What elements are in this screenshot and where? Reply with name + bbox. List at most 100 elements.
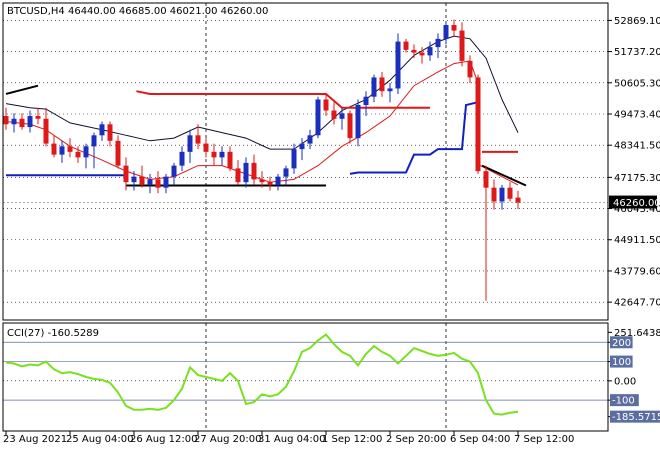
indicator-bands — [5, 35, 527, 187]
candle — [283, 165, 289, 185]
time-tick-label: 2 Sep 20:00 — [386, 434, 446, 445]
price-tick-label: 44911.50 — [614, 235, 660, 246]
time-tick-label: 31 Aug 04:00 — [258, 434, 325, 445]
candle — [203, 138, 209, 158]
candle-body — [107, 124, 113, 141]
cci-line — [5, 333, 519, 416]
current-price-tag — [609, 195, 657, 209]
candle — [403, 38, 409, 53]
candle — [475, 74, 481, 174]
candle-body — [403, 41, 409, 50]
candle-body — [43, 118, 49, 144]
candle-body — [259, 179, 265, 183]
candle-body — [27, 116, 33, 128]
time-tick-label: 26 Aug 12:00 — [130, 434, 197, 445]
candle-body — [19, 118, 25, 128]
candle — [115, 135, 121, 169]
candle — [67, 138, 73, 158]
candle — [307, 129, 313, 150]
symbol-header: BTCUSD,H4 46440.00 46685.00 46021.00 462… — [7, 6, 268, 17]
time-tick-label: 6 Sep 04:00 — [450, 434, 510, 445]
candle-body — [475, 77, 481, 172]
candle — [75, 146, 81, 163]
candle-body — [211, 151, 217, 158]
candle-body — [515, 197, 521, 203]
candle — [27, 110, 33, 133]
candle — [235, 160, 241, 185]
cci-tick-label: 100 — [612, 357, 631, 368]
candle-body — [75, 151, 81, 158]
cci-tick-label: 200 — [612, 338, 631, 349]
candle — [267, 176, 273, 191]
candle — [147, 173, 153, 194]
candle — [331, 102, 337, 125]
candle-body — [419, 52, 425, 56]
candle — [195, 124, 201, 150]
chart-frame — [2, 2, 609, 432]
candle-body — [35, 116, 41, 119]
candle — [131, 171, 137, 191]
candle — [387, 82, 393, 103]
candle — [499, 184, 505, 210]
candle — [251, 154, 257, 185]
price-tick-label: 49473.40 — [614, 109, 660, 120]
candle — [35, 107, 41, 125]
trend-line — [481, 164, 527, 187]
candle-body — [11, 118, 17, 125]
candle-body — [443, 25, 449, 39]
candle — [315, 96, 321, 139]
cci-tick-label: 0.00 — [614, 376, 636, 387]
candle — [43, 107, 49, 147]
time-tick-label: 25 Aug 04:00 — [66, 434, 133, 445]
price-tick-label: 52869.10 — [614, 16, 660, 27]
candle-body — [187, 135, 193, 152]
resistance-level-line — [136, 90, 430, 109]
candle-body — [147, 179, 153, 185]
candle — [347, 110, 353, 144]
grid-lines — [3, 3, 608, 431]
candle — [3, 107, 9, 130]
candle — [59, 140, 65, 163]
price-tick-label: 43779.60 — [614, 266, 660, 277]
candle — [427, 41, 433, 61]
time-tick-label: 23 Aug 2021 — [3, 434, 67, 445]
candle — [379, 71, 385, 97]
candle — [515, 190, 521, 210]
candle-body — [51, 143, 57, 155]
cci-tick-highlight — [610, 355, 633, 368]
candle — [51, 135, 57, 158]
candle — [187, 129, 193, 163]
candle-body — [115, 140, 121, 166]
candle-body — [235, 168, 241, 183]
candle-body — [347, 113, 353, 139]
time-tick-label: 7 Sep 12:00 — [514, 434, 574, 445]
candle — [243, 157, 249, 188]
candle — [451, 19, 457, 37]
candle — [507, 182, 513, 202]
candle — [339, 107, 345, 130]
candle-body — [387, 88, 393, 92]
candle — [227, 146, 233, 172]
candle-body — [203, 143, 209, 152]
candle-body — [219, 151, 225, 158]
candle-body — [467, 60, 473, 78]
current-price-label: 46260.00 — [613, 198, 660, 209]
candle — [99, 121, 105, 141]
candle — [435, 33, 441, 59]
candle — [459, 22, 465, 67]
candle — [395, 33, 401, 94]
candle — [259, 171, 265, 188]
candlestick-series — [3, 19, 521, 301]
cci-tick-highlight — [610, 410, 660, 423]
candle — [179, 146, 185, 172]
candle — [483, 165, 489, 301]
price-tick-label: 48341.50 — [614, 141, 660, 152]
candle-body — [499, 187, 505, 202]
candle-body — [427, 47, 433, 56]
candle-body — [395, 41, 401, 89]
lower-band-line — [480, 165, 519, 186]
candle — [83, 143, 89, 169]
price-pane-border — [2, 2, 609, 321]
cci-tick-label: -100 — [612, 396, 635, 407]
